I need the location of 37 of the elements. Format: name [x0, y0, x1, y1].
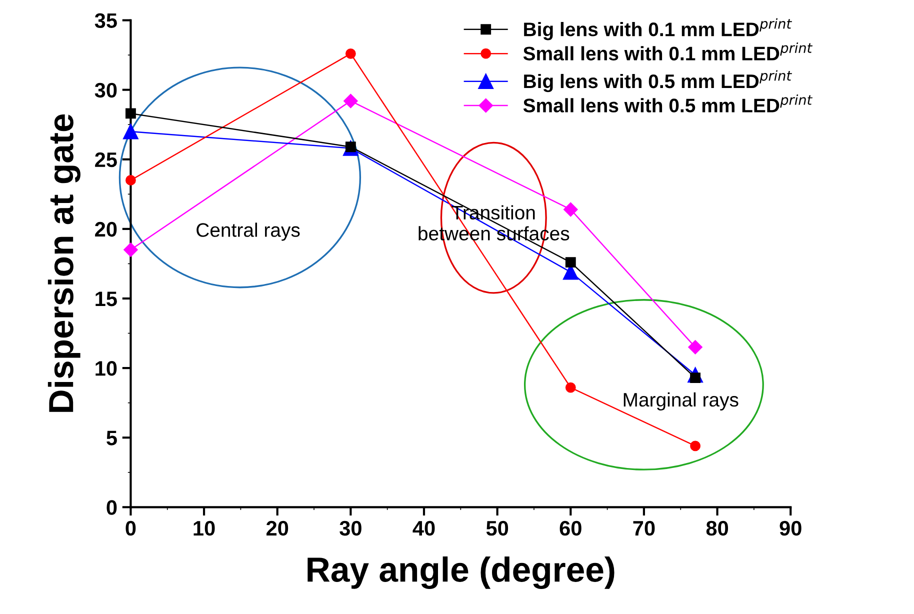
x-tick-label: 60	[560, 520, 582, 536]
point	[564, 202, 578, 217]
point	[125, 175, 136, 186]
x-tick-label: 70	[633, 520, 655, 536]
legend-label: Big lens with 0.5 mm LED$^{print}$	[524, 70, 792, 92]
legend-label: Small lens with 0.1 mm LED$^{print}$	[523, 42, 813, 60]
y-tick-label: 15	[96, 292, 117, 306]
point	[123, 124, 138, 140]
y-tick-label: 10	[96, 361, 117, 376]
y-tick-label: 0	[106, 500, 117, 515]
y-tick-label: 5	[106, 430, 117, 446]
x-tick-label: 10	[194, 520, 215, 536]
point	[565, 382, 576, 393]
point	[345, 48, 356, 59]
point	[125, 108, 136, 119]
y-tick-label: 35	[94, 13, 117, 28]
y-tick-label: 25	[95, 152, 117, 168]
legend-label: Big lens with 0.1 mm LED$^{print}$	[524, 18, 792, 40]
point	[690, 440, 700, 452]
point	[124, 242, 138, 257]
y-axis-title: Dispersion at gate	[48, 114, 80, 412]
annotation: Central rays	[196, 222, 300, 241]
annotation: Marginal rays	[624, 392, 738, 410]
x-tick-label: 40	[412, 520, 435, 536]
x-tick-label: 0	[126, 520, 136, 536]
x-tick-label: 20	[266, 520, 288, 536]
point	[344, 94, 358, 108]
x-tick-label: 90	[780, 520, 802, 536]
y-tick-label: 20	[95, 222, 117, 237]
x-axis-title: Ray angle (degree)	[308, 556, 614, 589]
x-tick-label: 80	[706, 520, 728, 536]
x-tick-label: 50	[486, 520, 508, 536]
y-tick-label: 30	[94, 82, 117, 98]
point	[688, 340, 702, 354]
x-tick-label: 30	[340, 520, 362, 536]
legend-label: Small lens with 0.5 mm LED$^{print}$	[523, 94, 813, 112]
point	[565, 257, 576, 268]
